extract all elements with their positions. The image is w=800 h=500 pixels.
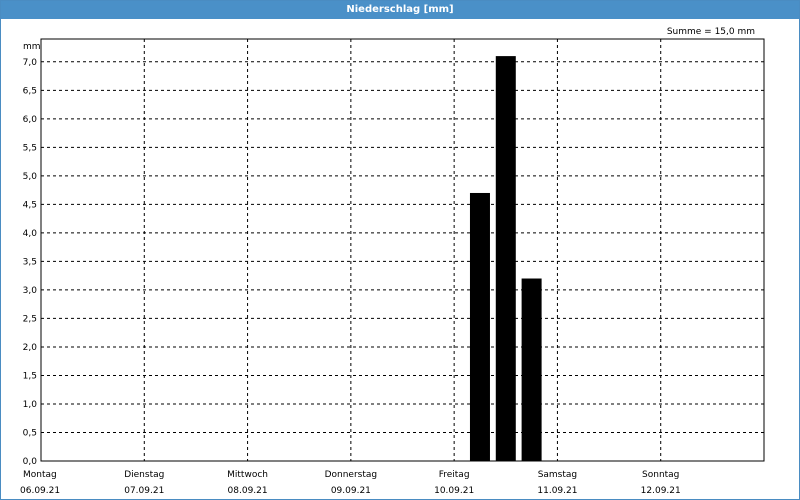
precipitation-bar — [469, 192, 490, 462]
y-tick-label: 3,0 — [23, 286, 38, 296]
y-tick-label: 5,5 — [23, 143, 37, 153]
precipitation-bar — [521, 278, 542, 461]
x-tick-weekday: Mittwoch — [227, 470, 268, 480]
x-tick-weekday: Samstag — [538, 470, 577, 480]
x-tick-date: 06.09.21 — [20, 486, 60, 496]
y-axis-label: mm — [23, 42, 41, 52]
x-tick-weekday: Freitag — [439, 470, 470, 480]
chart-title: Niederschlag [mm] — [1, 1, 799, 19]
y-tick-label: 3,5 — [23, 257, 37, 267]
x-tick-date: 07.09.21 — [124, 486, 164, 496]
x-tick-date: 10.09.21 — [434, 486, 474, 496]
y-tick-label: 6,5 — [23, 86, 37, 96]
x-tick-date: 08.09.21 — [228, 486, 268, 496]
x-tick-date: 11.09.21 — [537, 486, 577, 496]
x-tick-date: 09.09.21 — [331, 486, 371, 496]
y-tick-label: 1,0 — [23, 400, 38, 410]
y-tick-label: 4,0 — [23, 229, 38, 239]
x-tick-date: 12.09.21 — [641, 486, 681, 496]
precipitation-bar — [495, 56, 516, 462]
sum-label: Summe = 15,0 mm — [666, 27, 755, 37]
y-tick-label: 0,0 — [23, 457, 38, 467]
y-tick-label: 6,0 — [23, 115, 38, 125]
x-tick-weekday: Sonntag — [642, 470, 679, 480]
x-tick-weekday: Dienstag — [124, 470, 164, 480]
y-tick-label: 2,0 — [23, 343, 38, 353]
y-tick-label: 7,0 — [23, 58, 38, 68]
y-tick-label: 4,5 — [23, 200, 37, 210]
y-tick-label: 5,0 — [23, 172, 38, 182]
x-tick-weekday: Montag — [23, 470, 57, 480]
x-tick-weekday: Donnerstag — [325, 470, 378, 480]
y-tick-label: 2,5 — [23, 314, 37, 324]
plot-frame — [40, 38, 765, 462]
y-tick-label: 0,5 — [23, 428, 37, 438]
y-tick-label: 1,5 — [23, 371, 37, 381]
